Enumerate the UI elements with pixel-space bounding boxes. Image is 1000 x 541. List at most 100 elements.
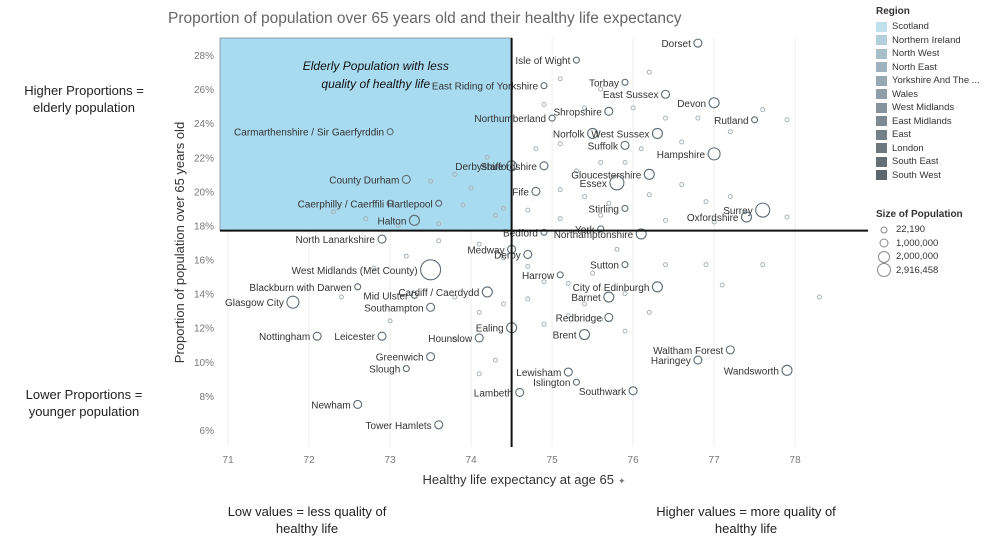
low-values-note: Low values = less quality of healthy lif… bbox=[222, 503, 392, 537]
size-legend-label: 22,190 bbox=[896, 224, 926, 236]
point-label: Derbyshire bbox=[455, 162, 504, 173]
x-tick-label: 74 bbox=[466, 455, 478, 466]
data-point bbox=[573, 168, 579, 174]
data-point bbox=[501, 205, 506, 211]
data-point bbox=[740, 211, 753, 223]
data-point bbox=[402, 365, 410, 373]
data-point bbox=[525, 263, 531, 269]
higher-note-line1: Higher Proportions = bbox=[24, 83, 144, 98]
data-point bbox=[703, 262, 709, 268]
low-values-line2: healthy life bbox=[275, 521, 339, 536]
point-label: West Midlands (Met County) bbox=[292, 266, 418, 277]
data-point bbox=[663, 262, 668, 268]
x-axis-ticks: 71 72 73 74 75 76 77 78 bbox=[223, 455, 802, 466]
point-label: Harrow bbox=[522, 271, 555, 282]
region-legend-item[interactable]: East bbox=[876, 128, 1000, 142]
legend-label: Scotland bbox=[892, 21, 929, 33]
chart-title: Proportion of population over 65 years o… bbox=[168, 10, 682, 27]
point-label: Lambeth bbox=[474, 388, 513, 399]
region-legend-title: Region bbox=[876, 6, 910, 17]
x-tick-label: 76 bbox=[628, 455, 640, 466]
point-label: Gloucestershire bbox=[571, 170, 641, 181]
region-legend[interactable]: Region Scotland Northern Ireland North Wes… bbox=[876, 6, 1000, 182]
point-label: Wandsworth bbox=[724, 366, 779, 377]
region-legend-item[interactable]: North East bbox=[876, 61, 1000, 75]
data-point bbox=[557, 216, 563, 222]
point-label: Essex bbox=[580, 179, 607, 190]
data-point bbox=[604, 312, 614, 323]
x-tick-label: 78 bbox=[790, 455, 802, 466]
data-point bbox=[286, 295, 300, 309]
point-label: Surrey bbox=[723, 206, 752, 217]
data-point bbox=[525, 296, 531, 302]
data-point bbox=[760, 107, 766, 113]
point-label: Hampshire bbox=[657, 150, 706, 161]
data-point bbox=[597, 225, 605, 233]
region-legend-item[interactable]: South East bbox=[876, 155, 1000, 169]
size-legend-mark bbox=[880, 226, 888, 234]
data-point bbox=[386, 199, 394, 207]
data-point bbox=[620, 140, 630, 150]
data-point bbox=[481, 286, 493, 298]
data-point bbox=[452, 171, 458, 177]
data-point bbox=[598, 86, 604, 92]
data-point bbox=[476, 309, 482, 315]
data-point bbox=[353, 399, 363, 409]
pin-icon: ✦ bbox=[618, 476, 626, 486]
region-legend-item[interactable]: Northern Ireland bbox=[876, 34, 1000, 48]
region-legend-item[interactable]: North West bbox=[876, 47, 1000, 61]
y-axis-label: Proportion of population over 65 years o… bbox=[172, 122, 187, 363]
size-legend-label: 2,916,458 bbox=[896, 264, 939, 276]
point-label: Blackburn with Darwen bbox=[249, 283, 351, 294]
data-point bbox=[563, 367, 573, 377]
legend-label: London bbox=[892, 142, 924, 154]
data-point bbox=[784, 117, 790, 123]
data-point bbox=[646, 309, 652, 315]
data-point bbox=[582, 301, 587, 307]
data-point bbox=[606, 200, 612, 206]
data-point bbox=[377, 331, 387, 341]
data-point bbox=[622, 328, 628, 334]
region-legend-item[interactable]: East Midlands bbox=[876, 115, 1000, 129]
x-tick-label: 73 bbox=[385, 455, 397, 466]
data-point bbox=[572, 378, 580, 386]
point-label: City of Edinburgh bbox=[573, 283, 650, 294]
point-label: Southampton bbox=[364, 303, 424, 314]
data-point bbox=[651, 127, 663, 139]
y-tick-label: 22% bbox=[194, 153, 214, 164]
highlight-label-line2: quality of healthy life bbox=[321, 77, 430, 91]
data-point bbox=[582, 105, 587, 111]
region-legend-item[interactable]: Scotland bbox=[876, 20, 1000, 34]
legend-swatch bbox=[876, 21, 887, 32]
data-point bbox=[531, 186, 541, 196]
point-label: Islington bbox=[533, 378, 570, 389]
region-legend-item[interactable]: South West bbox=[876, 169, 1000, 183]
point-label: Barnet bbox=[571, 293, 601, 304]
data-point bbox=[755, 202, 771, 218]
point-label: Suffolk bbox=[588, 141, 619, 152]
data-point bbox=[621, 204, 629, 212]
data-point bbox=[660, 89, 671, 99]
point-label: Torbay bbox=[589, 78, 619, 89]
data-point bbox=[434, 420, 444, 430]
region-legend-item[interactable]: Wales bbox=[876, 88, 1000, 102]
legend-label: East bbox=[892, 129, 912, 141]
data-point bbox=[540, 228, 548, 236]
legend-label: Wales bbox=[892, 88, 919, 100]
point-label: Isle of Wight bbox=[515, 56, 570, 67]
data-point bbox=[693, 355, 703, 365]
x-axis-label: Healthy life expectancy at age 65 ✦ bbox=[422, 472, 626, 487]
size-legend-items: 22,190 1,000,000 2,000,000 2,916,458 bbox=[876, 223, 1000, 278]
data-point bbox=[708, 97, 720, 109]
data-point bbox=[760, 262, 766, 268]
region-legend-item[interactable]: London bbox=[876, 142, 1000, 156]
data-point bbox=[540, 82, 548, 90]
point-label: Shropshire bbox=[553, 107, 602, 118]
region-legend-item[interactable]: West Midlands bbox=[876, 101, 1000, 115]
legend-swatch bbox=[876, 143, 887, 154]
region-legend-item[interactable]: Yorkshire And The ... bbox=[876, 74, 1000, 88]
data-point bbox=[541, 279, 547, 285]
data-point bbox=[548, 114, 556, 122]
data-point bbox=[436, 238, 442, 244]
data-point bbox=[420, 259, 442, 281]
